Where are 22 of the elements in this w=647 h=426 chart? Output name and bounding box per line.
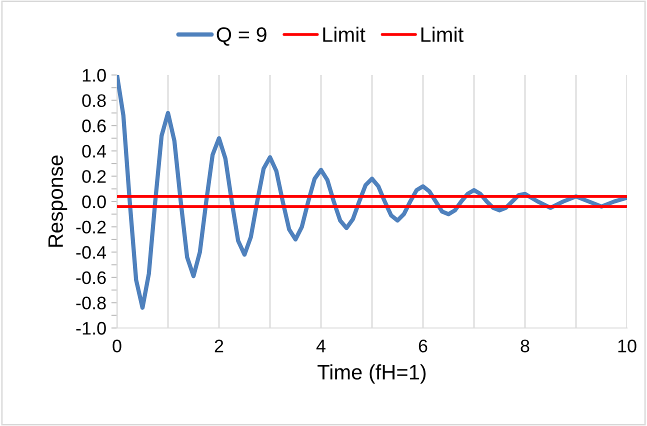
legend-label: Q = 9	[216, 27, 266, 46]
x-tick-label: 8	[520, 340, 530, 352]
y-axis-title: Response	[48, 156, 68, 247]
y-tick-label: 1.0	[82, 68, 106, 82]
y-tick-label: 0.2	[82, 170, 106, 183]
x-tick-label: 4	[316, 340, 326, 352]
y-tick-label: 0.6	[82, 120, 106, 132]
legend-label: Limit	[421, 26, 464, 42]
y-tick-label: 0.8	[82, 94, 106, 108]
y-tick-label: -0.2	[76, 220, 106, 234]
y-tick-label: -0.4	[76, 246, 106, 259]
y-tick-label: 0.0	[82, 195, 106, 208]
y-tick-label: -1.0	[76, 322, 106, 335]
y-tick-label: -0.8	[76, 296, 106, 310]
x-axis-title: Time (fH=1)	[318, 364, 426, 384]
legend-label: Limit	[323, 26, 366, 42]
x-tick-label: 10	[618, 340, 636, 352]
x-tick-label: 6	[418, 340, 428, 352]
x-tick-label: 2	[214, 340, 224, 352]
x-tick-label: 0	[112, 340, 122, 352]
y-tick-label: 0.4	[82, 144, 106, 158]
y-tick-label: -0.6	[76, 271, 106, 284]
